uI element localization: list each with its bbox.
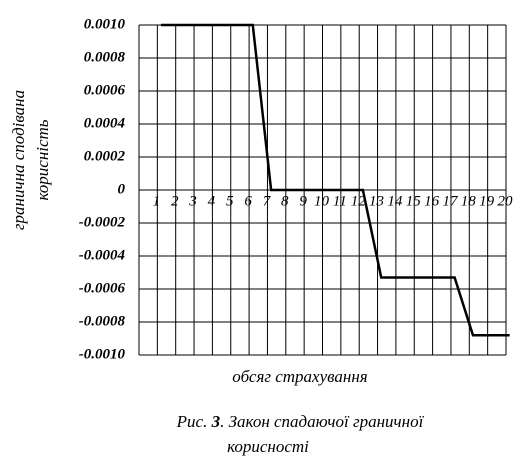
caption-part: . Закон спадаючої граничної	[220, 412, 425, 431]
x-tick-label: 11	[333, 193, 347, 209]
y-axis-title: гранична сподівана	[9, 90, 28, 230]
y-tick-label: 0.0008	[84, 49, 126, 65]
data-line	[161, 23, 510, 337]
x-tick-label: 13	[369, 193, 384, 209]
x-tick-label: 19	[479, 193, 495, 209]
x-tick-label: 12	[351, 193, 367, 209]
x-tick-label: 7	[263, 193, 272, 209]
x-tick-label: 17	[442, 193, 459, 209]
x-tick-label: 16	[424, 193, 440, 209]
x-tick-label: 14	[387, 193, 403, 209]
y-axis-title: корисність	[33, 119, 52, 200]
caption-part: Рис.	[176, 412, 212, 431]
y-tick-label: -0.0006	[79, 280, 126, 296]
x-tick-label: 2	[171, 193, 179, 209]
x-tick-label: 9	[299, 193, 307, 209]
y-tick-label: -0.0008	[79, 313, 126, 329]
caption-number: 3	[211, 412, 221, 431]
x-tick-label: 15	[406, 193, 422, 209]
x-tick-label: 20	[498, 193, 514, 209]
y-tick-label: -0.0004	[79, 247, 126, 263]
y-tick-label: -0.0002	[79, 214, 126, 230]
y-tick-label: 0.0006	[84, 82, 126, 98]
x-tick-label: 8	[281, 193, 289, 209]
y-tick-label: 0	[118, 181, 126, 197]
y-tick-label: -0.0010	[79, 346, 126, 362]
x-tick-label: 10	[314, 193, 330, 209]
x-tick-label: 6	[244, 193, 252, 209]
y-tick-label: 0.0010	[84, 16, 126, 32]
y-tick-label: 0.0002	[84, 148, 126, 164]
x-axis-title: обсяг страхування	[232, 367, 367, 386]
x-tick-label: 4	[208, 193, 216, 209]
x-tick-label: 3	[188, 193, 197, 209]
x-tick-label: 5	[226, 193, 234, 209]
caption: корисності	[227, 437, 309, 456]
y-tick-label: 0.0004	[84, 115, 126, 131]
x-tick-label: 18	[461, 193, 477, 209]
x-tick-label: 1	[153, 193, 161, 209]
caption: Рис. 3. Закон спадаючої граничної	[176, 412, 425, 431]
